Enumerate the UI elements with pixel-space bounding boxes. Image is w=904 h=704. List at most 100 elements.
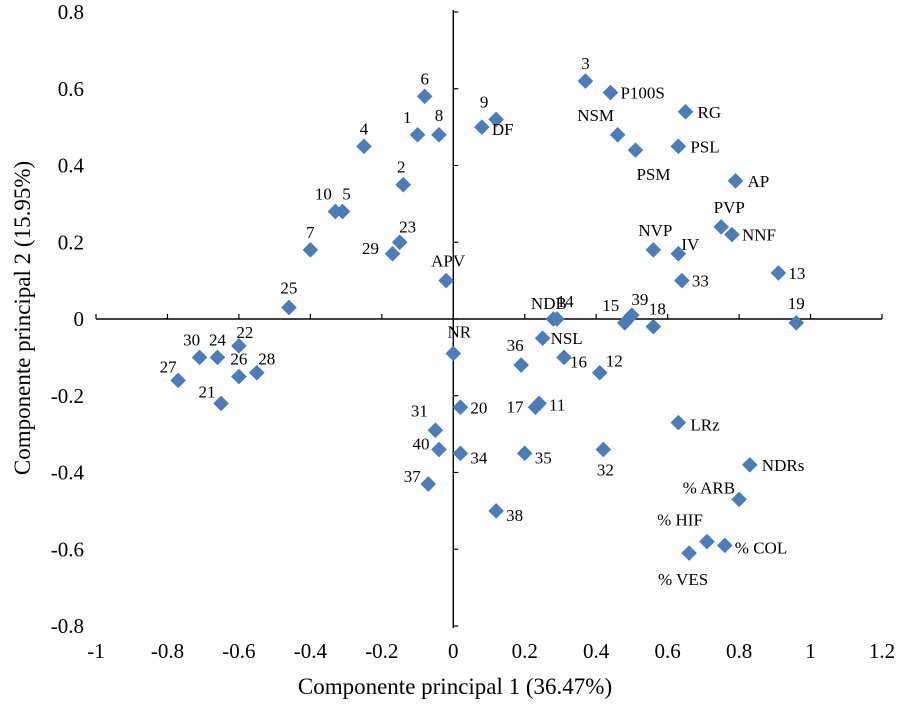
data-point-marker [645,242,662,258]
data-point-marker [327,203,344,220]
data-point-marker [420,476,437,492]
data-point-marker [674,272,690,289]
data-point-marker [431,441,447,458]
data-point-marker [248,364,265,381]
data-point-marker [677,103,694,120]
data-point-marker [602,84,619,101]
data-point-marker [788,314,805,331]
x-tick-label: -0.4 [294,639,328,663]
data-point-marker [302,242,319,258]
data-point-label: 9 [480,92,489,111]
data-point-label: 15 [602,296,619,315]
data-point-label: NNF [742,226,776,245]
data-point-marker [513,357,530,373]
data-point-marker [391,234,408,251]
x-tick-label: -0.8 [151,639,184,663]
data-point-label: 17 [506,397,524,416]
data-point-label: IV [681,235,700,254]
data-point-marker [384,245,401,262]
data-point-marker [281,299,297,316]
data-point-label: 14 [557,292,575,311]
data-point-label: NSL [551,329,583,348]
data-point-marker [395,176,412,193]
data-point-marker [609,126,626,143]
data-point-marker [549,311,565,327]
data-point-label: NDRs [762,456,805,475]
data-point-label: % ARB [683,478,735,497]
data-point-marker [624,307,640,324]
y-tick-label: 0 [74,307,85,331]
data-point-marker [356,138,372,155]
data-point-label: 20 [470,398,487,417]
data-point-label: 23 [399,217,416,236]
data-point-label: NR [447,323,471,342]
data-point-label: NDB [531,294,567,313]
data-point-label: 19 [788,294,805,313]
y-tick-label: -0.2 [51,384,84,408]
data-point-marker [488,503,504,519]
axis-ticks: -1 -0.8 -0.6 -0.4 -0.2 0 0.2 0.4 0.6 0.8 1 1.20.80.… [51,0,895,663]
data-point-marker [488,111,504,128]
data-point-label: 28 [258,350,275,369]
data-point-label: % HIF [657,511,703,530]
data-point-label: NSM [577,106,614,125]
data-point-marker [213,395,229,412]
data-point-marker [595,441,612,458]
data-point-label: 7 [306,223,315,242]
data-point-label: 3 [581,54,590,73]
data-point-marker [670,245,687,262]
data-point-marker [170,372,187,389]
y-tick-label: -0.6 [51,537,84,561]
data-point-marker [716,537,733,554]
data-point-marker [452,445,469,462]
data-point-label: 11 [549,395,565,414]
data-point-marker [416,88,433,105]
data-point-label: APV [431,252,466,271]
data-point-marker [713,219,730,235]
data-point-marker [681,545,697,561]
data-point-label: 16 [570,352,587,371]
x-tick-label: 0.2 [512,639,538,663]
data-point-label: 33 [692,272,709,291]
data-point-label: 1 [403,108,412,127]
data-point-label: 24 [209,330,227,349]
data-point-label: 4 [360,119,369,138]
data-point-label: 40 [412,434,429,453]
data-point-label: 31 [411,401,428,420]
data-point-marker [409,126,426,143]
data-point-label: PVP [714,198,745,217]
data-point-label: % VES [658,570,708,589]
x-tick-label: 0.4 [583,639,610,663]
data-point-label: 6 [420,69,429,88]
data-point-marker [445,345,462,362]
x-tick-label: 0.6 [655,639,681,663]
x-tick-label: 0 [448,639,459,663]
data-point-label: NVP [638,221,672,240]
data-point-label: AP [748,172,770,191]
data-point-marker [556,349,572,366]
data-point-label: 30 [183,330,200,349]
data-point-marker [474,119,490,135]
data-point-label: 39 [631,290,648,309]
data-point-label: 18 [649,300,666,319]
data-point-label: 36 [507,336,524,355]
data-point-marker [591,364,608,381]
data-point-marker [231,368,247,385]
x-tick-label: -1 [87,639,105,663]
data-point-label: 5 [342,185,351,204]
data-point-label: 25 [280,278,297,297]
x-tick-label: 1.2 [869,639,895,663]
data-point-marker [534,330,551,347]
data-point-marker [741,456,758,473]
data-point-marker [645,318,662,335]
data-points [170,73,805,561]
data-point-label: P100S [620,84,664,103]
data-point-label: 38 [506,506,523,525]
data-point-marker [731,491,747,508]
x-tick-label: -0.2 [365,639,398,663]
data-point-label: 8 [435,106,444,125]
data-point-label: 10 [315,185,332,204]
data-point-label: RG [698,103,722,122]
data-point-marker [699,533,715,550]
